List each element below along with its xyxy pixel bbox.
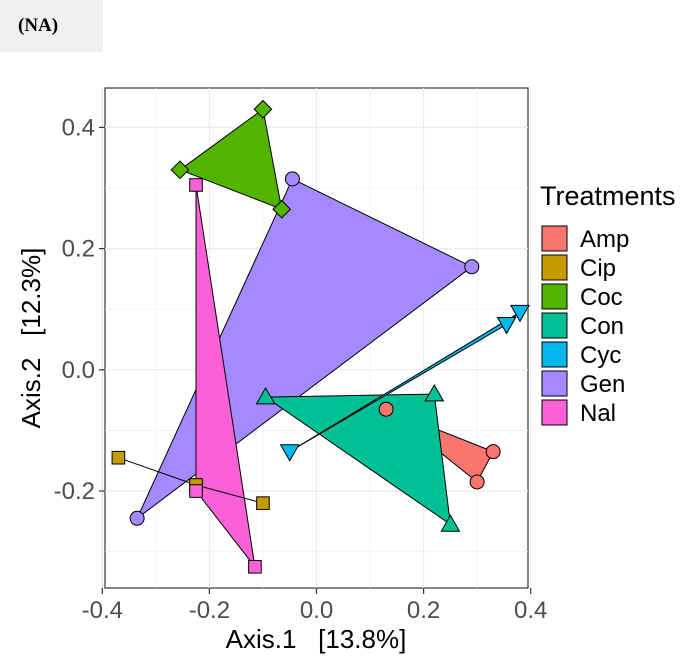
y-axis-title: Axis.2 [12.3%] [16, 248, 46, 429]
legend-label-cip: Cip [580, 255, 616, 282]
x-tick-label: 0.2 [407, 597, 440, 624]
point-amp [485, 444, 501, 460]
legend-label-nal: Nal [580, 400, 616, 427]
hull-con [265, 393, 451, 525]
data-points [111, 99, 530, 574]
hull-coc [179, 108, 283, 210]
x-axis-title: Axis.1 [13.8%] [226, 624, 407, 654]
y-tick-label: 0.2 [62, 236, 95, 263]
legend-label-con: Con [580, 313, 624, 340]
x-tick-label: 0.0 [300, 597, 333, 624]
point-gen [129, 510, 145, 526]
y-tick-label: 0.0 [62, 357, 95, 384]
panel-label-box: (NA) [0, 0, 103, 52]
legend-label-amp: Amp [580, 226, 629, 253]
legend-label-coc: Coc [580, 284, 623, 311]
point-cyc [279, 444, 300, 462]
legend-key-gen [541, 370, 568, 397]
point-cip [256, 496, 270, 510]
legend-key-cip [541, 254, 568, 281]
legend-key-coc [541, 283, 568, 310]
y-axis-ticks: 0.4 0.2 0.0 -0.2 [54, 114, 105, 505]
legend-key-con [541, 312, 568, 339]
point-gen [284, 171, 300, 187]
x-tick-label: -0.4 [82, 597, 123, 624]
x-axis-ticks: -0.4 -0.2 0.0 0.2 0.4 [82, 588, 547, 624]
point-nal [189, 178, 203, 192]
legend-label-cyc: Cyc [580, 342, 621, 369]
point-coc [272, 199, 292, 219]
point-gen [464, 259, 480, 275]
point-con [424, 383, 445, 402]
point-nal [248, 559, 262, 574]
point-cyc [510, 304, 530, 323]
x-tick-label: 0.4 [514, 597, 547, 624]
panel-label: (NA) [18, 15, 59, 36]
point-amp [378, 401, 394, 417]
legend-key-nal [541, 399, 568, 426]
point-nal [189, 484, 203, 498]
point-coc [170, 160, 190, 180]
point-con [440, 514, 461, 532]
point-coc [253, 99, 273, 119]
y-tick-label: -0.2 [54, 478, 95, 505]
point-con [255, 386, 276, 405]
point-cip [111, 450, 126, 465]
point-amp [469, 474, 485, 490]
hull-nal [195, 184, 256, 568]
y-tick-label: 0.4 [62, 114, 95, 141]
point-cyc [496, 317, 517, 335]
legend-title: Treatments [540, 181, 676, 211]
x-tick-label: -0.2 [189, 597, 230, 624]
legend-key-cyc [541, 341, 568, 368]
legend-key-amp [541, 225, 568, 252]
legend-label-gen: Gen [580, 371, 625, 398]
